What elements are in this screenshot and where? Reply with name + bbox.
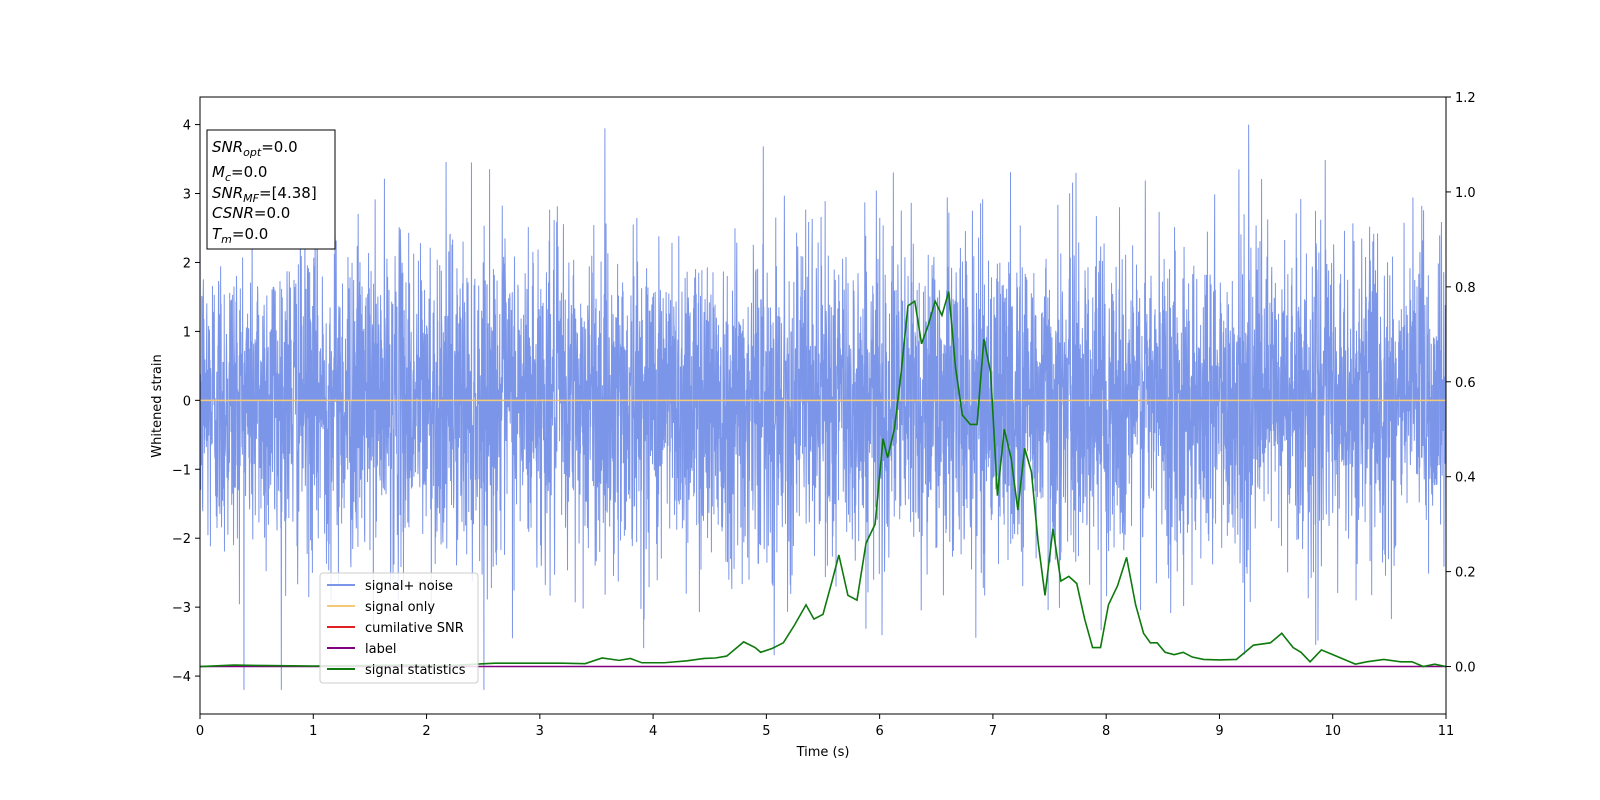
- legend: signal+ noise signal only cumilative SNR…: [319, 572, 479, 684]
- y-right-tick-label: 0.4: [1455, 471, 1476, 486]
- series-signal-statistics-line: [200, 291, 1446, 668]
- info-line-snr-mf: SNRMF=[4.38]: [212, 184, 317, 205]
- y-left-tick-label: 0: [183, 394, 191, 409]
- legend-frame: [319, 572, 479, 684]
- info-line-snr-opt: SNRopt=0.0: [212, 138, 298, 159]
- series-signal-noise-line: [200, 124, 1446, 690]
- info-line-mc: Mc=0.0: [212, 163, 267, 184]
- y-left-tick-label: 3: [183, 188, 191, 203]
- x-axis: 0 1 2 3 4 5 6 7 8 9 10 11: [196, 714, 1454, 739]
- y-right-tick-label: 0.2: [1455, 566, 1476, 581]
- info-box: SNRopt=0.0 Mc=0.0 SNRMF=[4.38] CSNR=0.0 …: [206, 129, 336, 250]
- legend-label-cumilative-snr: cumilative SNR: [365, 621, 464, 636]
- x-tick-label: 4: [649, 724, 657, 739]
- legend-label-label: label: [365, 642, 396, 657]
- info-line-csnr: CSNR=0.0: [212, 204, 290, 222]
- y-left-tick-label: −3: [172, 601, 191, 616]
- x-tick-label: 3: [536, 724, 544, 739]
- y-left-tick-label: −1: [172, 463, 191, 478]
- y-axis-right: 1.2 1.0 0.8 0.6 0.4 0.2 0.0: [1446, 91, 1476, 676]
- x-tick-label: 5: [762, 724, 770, 739]
- y-left-tick-label: 4: [183, 119, 191, 134]
- y-left-tick-label: 1: [183, 325, 191, 340]
- x-tick-label: 9: [1215, 724, 1223, 739]
- info-line-tm: Tm=0.0: [212, 225, 268, 246]
- y-left-tick-label: 2: [183, 256, 191, 271]
- x-tick-label: 10: [1324, 724, 1341, 739]
- y-right-tick-label: 1.0: [1455, 186, 1476, 201]
- x-tick-label: 8: [1102, 724, 1110, 739]
- legend-label-signal-only: signal only: [365, 600, 435, 615]
- x-tick-label: 7: [989, 724, 997, 739]
- x-tick-label: 6: [875, 724, 883, 739]
- x-tick-label: 11: [1438, 724, 1455, 739]
- y-left-tick-label: −4: [172, 670, 191, 685]
- y-right-tick-label: 0.0: [1455, 661, 1476, 676]
- y-axis-left: 4 3 2 1 0 −1 −2 −3 −4: [172, 119, 200, 685]
- x-tick-label: 0: [196, 724, 204, 739]
- plot-frame: [199, 96, 1447, 715]
- x-tick-label: 2: [422, 724, 430, 739]
- y-left-tick-label: −2: [172, 532, 191, 547]
- info-box-frame: [206, 129, 336, 250]
- x-tick-label: 1: [309, 724, 317, 739]
- y-axis-label: Whitened strain: [150, 354, 165, 457]
- y-right-tick-label: 1.2: [1455, 91, 1476, 106]
- legend-label-signal-statistics: signal statistics: [365, 663, 466, 678]
- y-right-tick-label: 0.6: [1455, 376, 1476, 391]
- y-right-tick-label: 0.8: [1455, 281, 1476, 296]
- legend-label-signal-noise: signal+ noise: [365, 579, 453, 594]
- x-axis-label: Time (s): [796, 745, 850, 760]
